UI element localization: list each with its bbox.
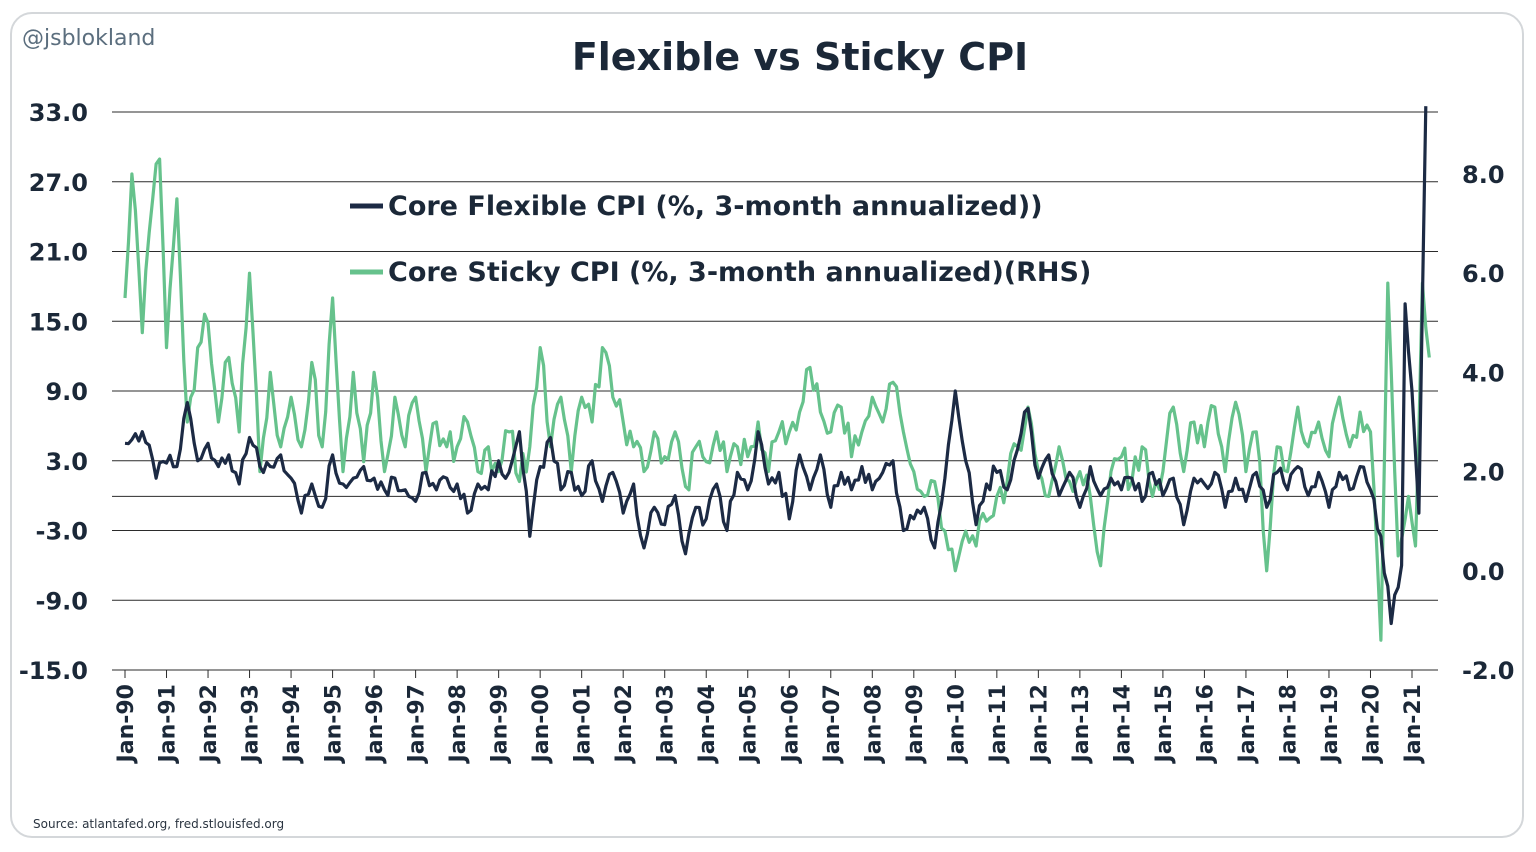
source-note: Source: atlantafed.org, fred.stlouisfed.… <box>33 817 284 831</box>
left-tick-label: 15.0 <box>29 308 88 336</box>
x-tick-label: Jan-90 <box>114 684 139 764</box>
right-tick-label: 8.0 <box>1462 161 1505 189</box>
x-tick-label: Jan-03 <box>654 684 679 764</box>
right-tick-label: 0.0 <box>1462 558 1505 586</box>
x-tick-label: Jan-18 <box>1276 684 1301 764</box>
x-tick-label: Jan-06 <box>778 684 803 764</box>
chart-title: Flexible vs Sticky CPI <box>572 35 1028 79</box>
x-tick-label: Jan-11 <box>986 684 1011 764</box>
x-tick-label: Jan-09 <box>903 684 928 764</box>
x-tick-label: Jan-99 <box>488 684 513 764</box>
left-tick-label: -3.0 <box>36 518 88 546</box>
legend-label-sticky: Core Sticky CPI (%, 3-month annualized)(… <box>388 257 1091 288</box>
x-tick-label: Jan-05 <box>737 684 762 764</box>
left-tick-label: 33.0 <box>29 99 88 127</box>
right-tick-label: 2.0 <box>1462 459 1505 487</box>
left-tick-label: -9.0 <box>36 587 88 615</box>
x-tick-label: Jan-19 <box>1318 684 1343 764</box>
x-tick-label: Jan-13 <box>1069 684 1094 764</box>
x-tick-label: Jan-96 <box>363 684 388 764</box>
right-axis-ticks: 8.0 6.0 4.0 2.0 0.0 -2.0 <box>1462 161 1514 685</box>
left-tick-label: -15.0 <box>19 657 88 685</box>
x-tick-label: Jan-92 <box>197 684 222 764</box>
x-tick-label: Jan-91 <box>156 684 181 764</box>
x-tick-label: Jan-02 <box>612 684 637 764</box>
author-handle: @jsblokland <box>22 26 155 51</box>
x-tick-label: Jan-04 <box>695 684 720 764</box>
x-tick-label: Jan-97 <box>405 684 430 764</box>
left-tick-label: 9.0 <box>45 378 88 406</box>
series-line-flexible <box>124 106 1428 626</box>
x-tick-label: Jan-94 <box>280 684 305 764</box>
legend: Core Flexible CPI (%, 3-month annualized… <box>350 191 1091 288</box>
x-tick-label: Jan-01 <box>571 684 596 764</box>
right-tick-label: 4.0 <box>1462 359 1505 387</box>
x-tick-label: Jan-00 <box>529 684 554 764</box>
left-tick-label: 21.0 <box>29 239 88 267</box>
x-tick-label: Jan-12 <box>1027 684 1052 764</box>
right-tick-label: 6.0 <box>1462 260 1505 288</box>
left-tick-label: 27.0 <box>29 169 88 197</box>
x-tick-label: Jan-10 <box>944 684 969 764</box>
x-tick-label: Jan-20 <box>1359 684 1384 764</box>
left-axis-ticks: 33.0 27.0 21.0 15.0 9.0 3.0 -3.0 -9.0 -15.0 <box>19 99 88 685</box>
series-lines <box>123 106 1431 642</box>
x-tick-label: Jan-21 <box>1401 684 1426 764</box>
chart-frame <box>10 12 1524 838</box>
x-tick-label: Jan-08 <box>861 684 886 764</box>
x-tick-label: Jan-14 <box>1110 684 1135 764</box>
x-tick-label: Jan-98 <box>446 684 471 764</box>
x-tick-label: Jan-15 <box>1152 684 1177 764</box>
x-tick-label: Jan-07 <box>820 684 845 764</box>
x-tick-label: Jan-16 <box>1193 684 1218 764</box>
x-tick-label: Jan-95 <box>322 684 347 764</box>
series-line-sticky <box>123 157 1431 642</box>
x-axis-ticks: Jan-90 Jan-91 Jan-92 Jan-93 Jan-94 Jan-95 Jan-… <box>114 670 1426 764</box>
x-tick-label: Jan-93 <box>239 684 264 764</box>
right-tick-label: -2.0 <box>1462 657 1514 685</box>
legend-label-flexible: Core Flexible CPI (%, 3-month annualized… <box>388 191 1043 222</box>
x-tick-label: Jan-17 <box>1235 684 1260 764</box>
left-tick-label: 3.0 <box>45 448 88 476</box>
